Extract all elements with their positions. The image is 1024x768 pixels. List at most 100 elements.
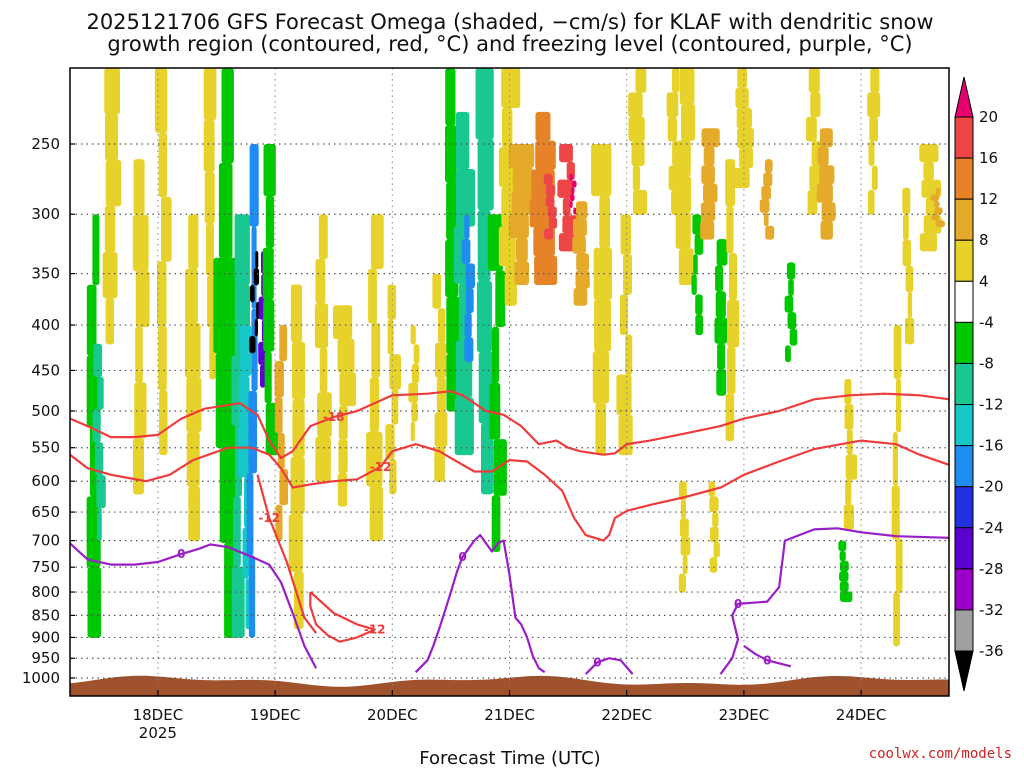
- y-tick-label: 650: [31, 503, 60, 521]
- omega-shading-cell: [788, 279, 794, 297]
- omega-shading-cell: [535, 140, 556, 170]
- omega-shading-cell: [844, 378, 852, 405]
- omega-shading-cell: [249, 144, 259, 227]
- omega-shading-cell: [839, 571, 849, 582]
- omega-shading-cell: [680, 536, 691, 556]
- omega-shading-cell: [274, 396, 283, 434]
- omega-shading-cell: [594, 299, 612, 352]
- omega-shading-cell: [616, 374, 632, 416]
- omega-shading-cell: [666, 92, 679, 118]
- dgz-contour: [69, 439, 950, 542]
- colorbar-label: 12: [979, 190, 998, 208]
- omega-shading-cell: [817, 146, 829, 166]
- omega-shading-cell: [784, 295, 794, 313]
- omega-shading-cell: [933, 200, 940, 208]
- omega-shading-cell: [234, 214, 250, 286]
- omega-shading-cell: [628, 92, 643, 118]
- omega-shading-cell: [558, 233, 575, 252]
- omega-shading-cell: [709, 557, 718, 573]
- omega-shading-cell: [411, 402, 418, 422]
- dgz-contour: [256, 474, 317, 634]
- omega-shading-cell: [92, 409, 101, 443]
- omega-shading-cell: [501, 68, 521, 108]
- omega-shading-cell: [205, 223, 214, 276]
- omega-shading-cell: [338, 439, 348, 474]
- omega-shading-cell: [628, 116, 645, 142]
- omega-shading-cell: [455, 169, 476, 227]
- omega-shading-cell: [535, 111, 551, 142]
- plot-area: [70, 68, 949, 696]
- omega-shading-cell: [810, 92, 821, 118]
- omega-shading-cell: [438, 308, 446, 344]
- omega-shading-cell: [575, 270, 590, 289]
- omega-shading-cell: [339, 372, 357, 407]
- omega-shading-cell: [436, 377, 446, 413]
- omega-shading-cell: [233, 496, 241, 568]
- omega-shading-cell: [631, 141, 645, 166]
- omega-shading-cell: [557, 179, 574, 198]
- omega-shading-cell: [292, 341, 306, 400]
- x-tick-label: 21DEC: [484, 706, 535, 724]
- omega-shading-cell: [544, 228, 554, 240]
- colorbar-label: -4: [979, 313, 994, 331]
- omega-shading-cell: [692, 214, 702, 235]
- omega-shading-cell: [93, 343, 103, 378]
- omega-shading-cell: [930, 194, 939, 202]
- omega-shading-cell: [763, 172, 773, 187]
- omega-shading-cell: [765, 225, 775, 240]
- omega-shading-cell: [288, 514, 303, 572]
- omega-shading-cell: [218, 162, 233, 259]
- omega-shading-cell: [701, 128, 720, 148]
- omega-shading-cell: [868, 189, 875, 215]
- colorbar-swatch: [954, 116, 974, 159]
- omega-shading-cell: [410, 421, 415, 442]
- omega-shading-cell: [728, 253, 737, 301]
- omega-shading-cell: [387, 284, 397, 320]
- omega-shading-cell: [543, 173, 553, 185]
- omega-shading-cell: [716, 239, 728, 266]
- omega-shading-cell: [806, 116, 817, 142]
- omega-shading-cell: [593, 247, 612, 300]
- omega-shading-cell: [515, 237, 528, 262]
- omega-shading-cell: [105, 114, 119, 161]
- omega-shading-cell: [249, 335, 256, 354]
- omega-shading-cell: [907, 291, 913, 319]
- omega-shading-cell: [923, 161, 934, 181]
- omega-shading-cell: [572, 235, 586, 254]
- omega-shading-cell: [255, 250, 259, 269]
- omega-shading-cell: [713, 541, 720, 558]
- omega-shading-cell: [290, 284, 303, 343]
- credit-link[interactable]: coolwx.com/models: [869, 746, 1012, 762]
- omega-shading-cell: [896, 378, 902, 433]
- colorbar-over-triangle: [954, 76, 974, 118]
- omega-shading-cell: [186, 377, 202, 433]
- omega-shading-cell: [512, 167, 533, 192]
- freezing-level-contour: [584, 657, 634, 675]
- omega-shading-cell: [576, 253, 589, 272]
- omega-shading-cell: [868, 141, 875, 166]
- omega-shading-cell: [667, 116, 677, 142]
- x-axis-label: Forecast Time (UTC): [419, 748, 600, 768]
- omega-shading-cell: [368, 268, 377, 324]
- omega-shading-cell: [691, 274, 697, 295]
- y-tick-label: 450: [31, 361, 60, 379]
- freezing-level-contour-label: 0: [734, 597, 742, 611]
- y-tick-label: 250: [31, 135, 60, 153]
- omega-shading-cell: [618, 414, 633, 456]
- dgz-contour-label: -18: [323, 410, 345, 424]
- omega-shading-cell: [632, 189, 647, 215]
- omega-shading-cell: [248, 390, 257, 474]
- chart-title-line-2: growth region (contoured, red, °C) and f…: [107, 32, 912, 56]
- omega-shading-cell: [694, 234, 704, 255]
- omega-shading-cell: [104, 68, 120, 115]
- colorbar-swatch: [954, 198, 974, 241]
- omega-shading-cell: [240, 325, 252, 377]
- dgz-contour: [69, 390, 950, 460]
- omega-shading-cell: [317, 392, 332, 438]
- omega-shading-cell: [712, 511, 719, 528]
- omega-shading-cell: [502, 107, 513, 148]
- omega-shading-cell: [840, 591, 853, 603]
- omega-shading-cell: [727, 299, 740, 348]
- omega-shading-cell: [895, 538, 903, 593]
- colorbar-swatch: [954, 445, 974, 488]
